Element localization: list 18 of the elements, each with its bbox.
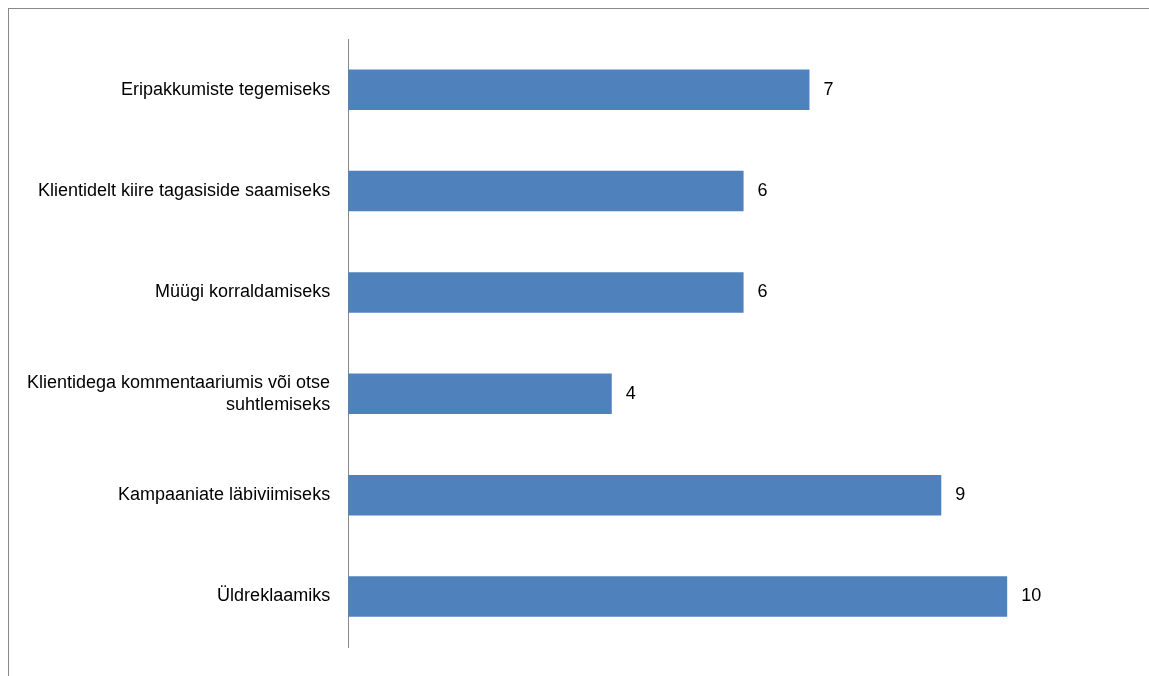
bar [348, 272, 744, 313]
y-tick-label: Klientidelt kiire tagasiside saamiseks [38, 180, 331, 201]
data-label: 6 [757, 180, 768, 201]
y-tick-label: Kampaaniate läbiviimiseks [118, 484, 331, 505]
data-label: 10 [1021, 585, 1042, 606]
y-tick-label: Üldreklaamiks [217, 585, 331, 606]
data-label: 4 [625, 382, 636, 403]
bar [348, 373, 612, 415]
y-tick-label: Eripakkumiste tegemiseks [121, 78, 331, 99]
bar [348, 170, 744, 212]
data-label: 7 [823, 78, 834, 99]
bar [348, 576, 1008, 617]
data-label: 6 [757, 281, 768, 302]
y-tick-label: Klientidega kommentaariumis või otse suhtlemiseks [26, 371, 331, 414]
data-label: 9 [955, 484, 966, 505]
y-tick-label: Müügi korraldamiseks [155, 281, 331, 302]
bar [348, 474, 942, 516]
bar [348, 69, 810, 110]
